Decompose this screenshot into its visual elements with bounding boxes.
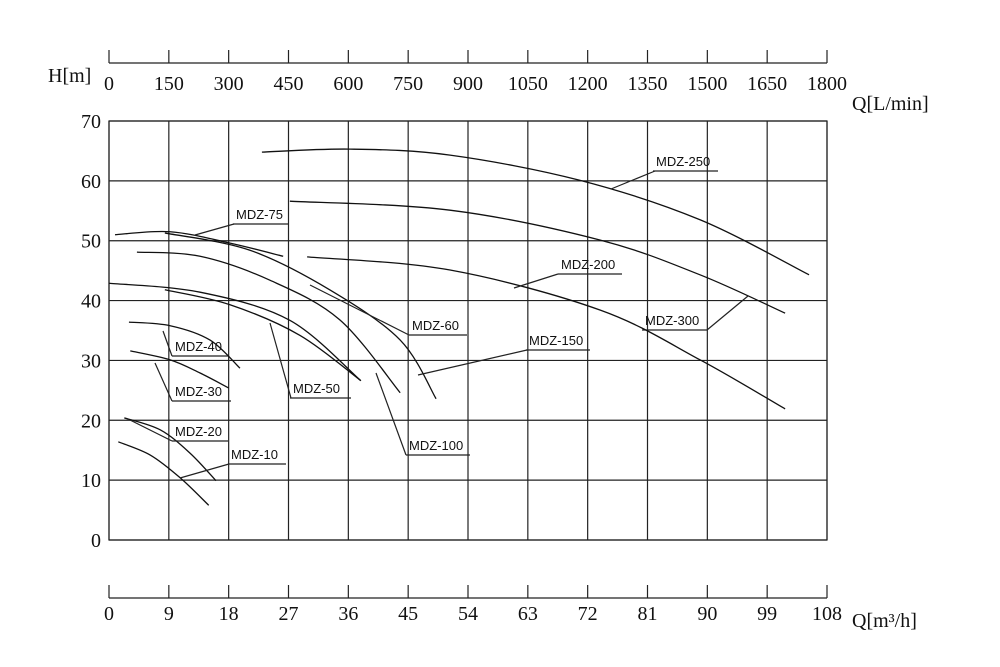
x2-tick-label: 1350 xyxy=(628,73,668,95)
y-tick-label: 40 xyxy=(81,291,101,313)
label-leader xyxy=(162,330,173,357)
x2-axis-label: Q[L/min] xyxy=(852,93,929,115)
curve-label: MDZ-150 xyxy=(529,333,583,348)
x2-tick-label: 900 xyxy=(453,73,483,95)
curve-label: MDZ-50 xyxy=(293,381,340,396)
y-axis-label: H[m] xyxy=(48,65,91,87)
x-tick-label: 27 xyxy=(279,603,299,625)
x2-tick-label: 600 xyxy=(333,73,363,95)
pump-curve xyxy=(130,350,229,389)
x2-tick-label: 1650 xyxy=(747,73,787,95)
x2-tick-label: 450 xyxy=(274,73,304,95)
x2-tick-label: 300 xyxy=(214,73,244,95)
y-tick-label: 10 xyxy=(81,470,101,492)
label-leader xyxy=(129,419,173,442)
label-leader xyxy=(309,284,410,336)
y-tick-label: 20 xyxy=(81,410,101,432)
curve-label: MDZ-75 xyxy=(236,207,283,222)
curve-label: MDZ-60 xyxy=(412,318,459,333)
y-tick-label: 0 xyxy=(91,530,101,552)
x-tick-label: 18 xyxy=(219,603,239,625)
label-leader xyxy=(154,362,173,402)
pump-curve xyxy=(114,230,284,257)
x-tick-label: 45 xyxy=(398,603,418,625)
label-leader xyxy=(194,223,235,236)
y-tick-label: 60 xyxy=(81,171,101,193)
x2-tick-label: 1500 xyxy=(687,73,727,95)
pump-curve xyxy=(307,256,786,410)
label-leader xyxy=(179,463,230,479)
x-tick-label: 81 xyxy=(638,603,658,625)
x2-tick-label: 1800 xyxy=(807,73,847,95)
x-tick-label: 63 xyxy=(518,603,538,625)
pump-curve xyxy=(164,289,362,382)
curve-label: MDZ-10 xyxy=(231,447,278,462)
pump-curve xyxy=(128,321,241,369)
label-leader xyxy=(269,322,292,399)
pump-curve xyxy=(261,148,810,276)
curve-label: MDZ-30 xyxy=(175,384,222,399)
x2-tick-label: 1200 xyxy=(568,73,608,95)
pump-curve xyxy=(164,232,437,400)
x2-tick-label: 1050 xyxy=(508,73,548,95)
curve-label: MDZ-40 xyxy=(175,339,222,354)
x-tick-label: 36 xyxy=(338,603,358,625)
x2-tick-label: 150 xyxy=(154,73,184,95)
label-leader xyxy=(375,372,407,456)
x-tick-label: 0 xyxy=(104,603,114,625)
curve-label: MDZ-200 xyxy=(561,257,615,272)
x-tick-label: 108 xyxy=(812,603,842,625)
y-tick-label: 30 xyxy=(81,350,101,372)
pump-curve xyxy=(136,251,401,394)
x2-tick-label: 0 xyxy=(104,73,114,95)
y-tick-label: 50 xyxy=(81,231,101,253)
label-leader xyxy=(706,295,749,331)
label-leader xyxy=(417,349,528,376)
pump-curve xyxy=(108,282,361,381)
x-tick-label: 90 xyxy=(697,603,717,625)
pump-curve xyxy=(289,200,786,314)
label-leader xyxy=(610,170,656,190)
curve-label: MDZ-250 xyxy=(656,154,710,169)
curve-label: MDZ-100 xyxy=(409,438,463,453)
label-leader xyxy=(513,273,559,289)
x-axis-label: Q[m³/h] xyxy=(852,610,917,632)
x-tick-label: 99 xyxy=(757,603,777,625)
x-tick-label: 72 xyxy=(578,603,598,625)
y-tick-label: 70 xyxy=(81,111,101,133)
pump-curve xyxy=(118,441,210,506)
curve-label: MDZ-300 xyxy=(645,313,699,328)
x-tick-label: 54 xyxy=(458,603,478,625)
x2-tick-label: 750 xyxy=(393,73,423,95)
x-tick-label: 9 xyxy=(164,603,174,625)
curve-label: MDZ-20 xyxy=(175,424,222,439)
